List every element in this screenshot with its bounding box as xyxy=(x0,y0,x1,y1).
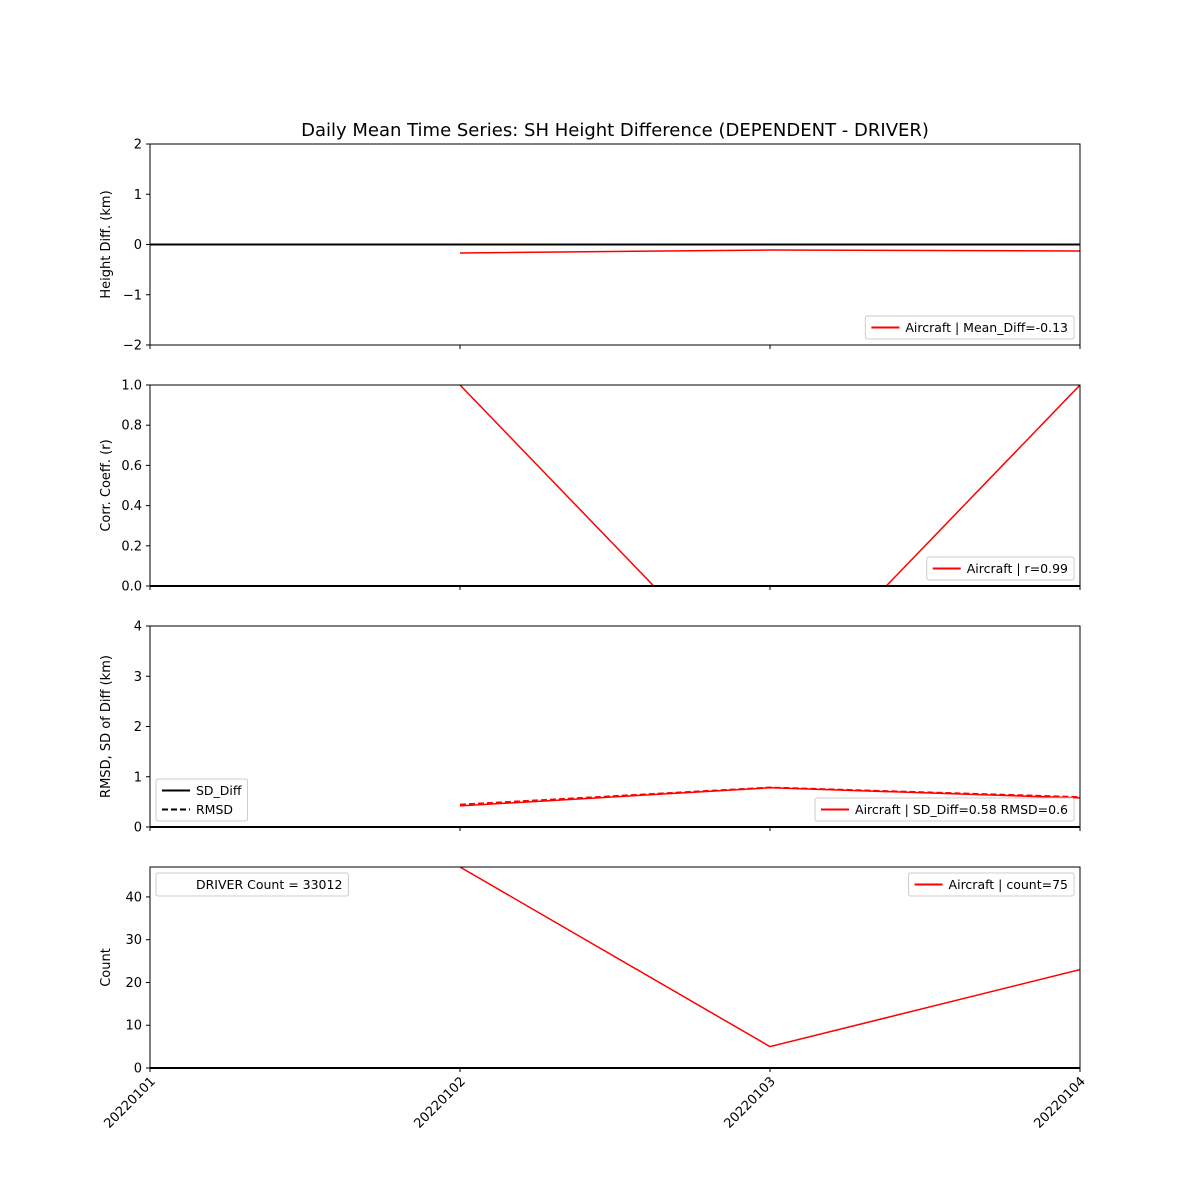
series-line xyxy=(459,385,1080,586)
y-tick-label: −2 xyxy=(123,339,142,354)
legend-box xyxy=(926,556,1075,581)
x-tick-label: 20220104 xyxy=(1031,1074,1088,1131)
legend-label: Aircraft | count=75 xyxy=(949,877,1068,892)
chart-title: Daily Mean Time Series: SH Height Differ… xyxy=(301,120,929,141)
panel-4: 0 10 20 30 40 Count DRIVER Count = 33012 Aircra… xyxy=(99,866,1081,1077)
y-tick-label: 0.8 xyxy=(121,419,142,434)
y-tick-label: 1.0 xyxy=(121,379,142,394)
y-tick-label: 0 xyxy=(134,1062,142,1077)
panels: −2 −1 0 1 2 Height Diff. (km) Aircraft | Mean_… xyxy=(99,138,1081,1077)
y-tick-label: 2 xyxy=(134,138,142,153)
y-tick-label: 0.6 xyxy=(121,459,142,474)
panel-2: 0.0 0.2 0.4 0.6 0.8 1.0 Corr. Coeff. (r) Aircra… xyxy=(99,379,1081,595)
y-tick-label: 0.4 xyxy=(121,499,142,514)
legend-box xyxy=(908,872,1075,897)
y-tick-label: 20 xyxy=(125,976,142,991)
y-tick-label: 40 xyxy=(125,890,142,905)
axes-frame xyxy=(149,384,1081,587)
legend-label: DRIVER Count = 33012 xyxy=(196,877,342,892)
y-tick-label: 0 xyxy=(134,821,142,836)
legend-label: Aircraft | SD_Diff=0.58 RMSD=0.6 xyxy=(855,802,1068,817)
y-tick-label: 3 xyxy=(134,670,142,685)
y-axis-label: Corr. Coeff. (r) xyxy=(99,439,114,531)
plot-area xyxy=(459,249,1080,254)
series-line xyxy=(459,786,1080,806)
legend: Aircraft | count=75 xyxy=(908,872,1075,897)
legend-label: SD_Diff xyxy=(196,783,242,798)
y-axis-label: Height Diff. (km) xyxy=(99,190,114,298)
legend: Aircraft | Mean_Diff=-0.13 xyxy=(864,315,1075,340)
x-axis: 20220101 20220102 20220103 20220104 xyxy=(101,1074,1088,1131)
legend-box xyxy=(864,315,1075,340)
plot-area xyxy=(459,786,1080,807)
y-tick-label: 1 xyxy=(134,188,142,203)
y-axis-label: RMSD, SD of Diff (km) xyxy=(99,655,114,798)
series-line xyxy=(459,867,1080,1048)
legend-box xyxy=(814,797,1075,822)
y-tick-label: 0.0 xyxy=(121,580,142,595)
x-tick-label: 20220101 xyxy=(101,1074,158,1131)
legend: Aircraft | SD_Diff=0.58 RMSD=0.6 xyxy=(814,797,1075,822)
y-axis-label: Count xyxy=(99,948,114,987)
legend: Aircraft | r=0.99 xyxy=(926,556,1075,581)
legend-label: Aircraft | r=0.99 xyxy=(967,561,1068,576)
axes-frame xyxy=(149,143,1081,346)
legend: DRIVER Count = 33012 xyxy=(155,872,349,897)
x-tick-label: 20220102 xyxy=(411,1074,468,1131)
legend-box xyxy=(155,872,349,897)
x-tick-label: 20220103 xyxy=(721,1074,778,1131)
y-tick-label: 2 xyxy=(134,720,142,735)
series-line xyxy=(459,249,1080,254)
y-tick-label: 4 xyxy=(134,620,142,635)
y-tick-label: 0 xyxy=(134,238,142,253)
y-tick-label: 30 xyxy=(125,933,142,948)
y-tick-label: −1 xyxy=(123,288,142,303)
legend: SD_Diff RMSD xyxy=(155,778,249,822)
plot-area xyxy=(459,385,1080,586)
legend-label: Aircraft | Mean_Diff=-0.13 xyxy=(905,320,1068,335)
axes-frame xyxy=(149,625,1081,828)
legend-label: RMSD xyxy=(196,802,233,817)
axes-frame xyxy=(149,866,1081,1069)
plot-area xyxy=(459,867,1080,1048)
y-tick-label: 1 xyxy=(134,770,142,785)
panel-3: 0 1 2 3 4 RMSD, SD of Diff (km) SD_Diff RMSD Air… xyxy=(99,620,1081,836)
y-tick-label: 0.2 xyxy=(121,539,142,554)
panel-1: −2 −1 0 1 2 Height Diff. (km) Aircraft | Mean_… xyxy=(99,138,1081,354)
y-tick-label: 10 xyxy=(125,1019,142,1034)
